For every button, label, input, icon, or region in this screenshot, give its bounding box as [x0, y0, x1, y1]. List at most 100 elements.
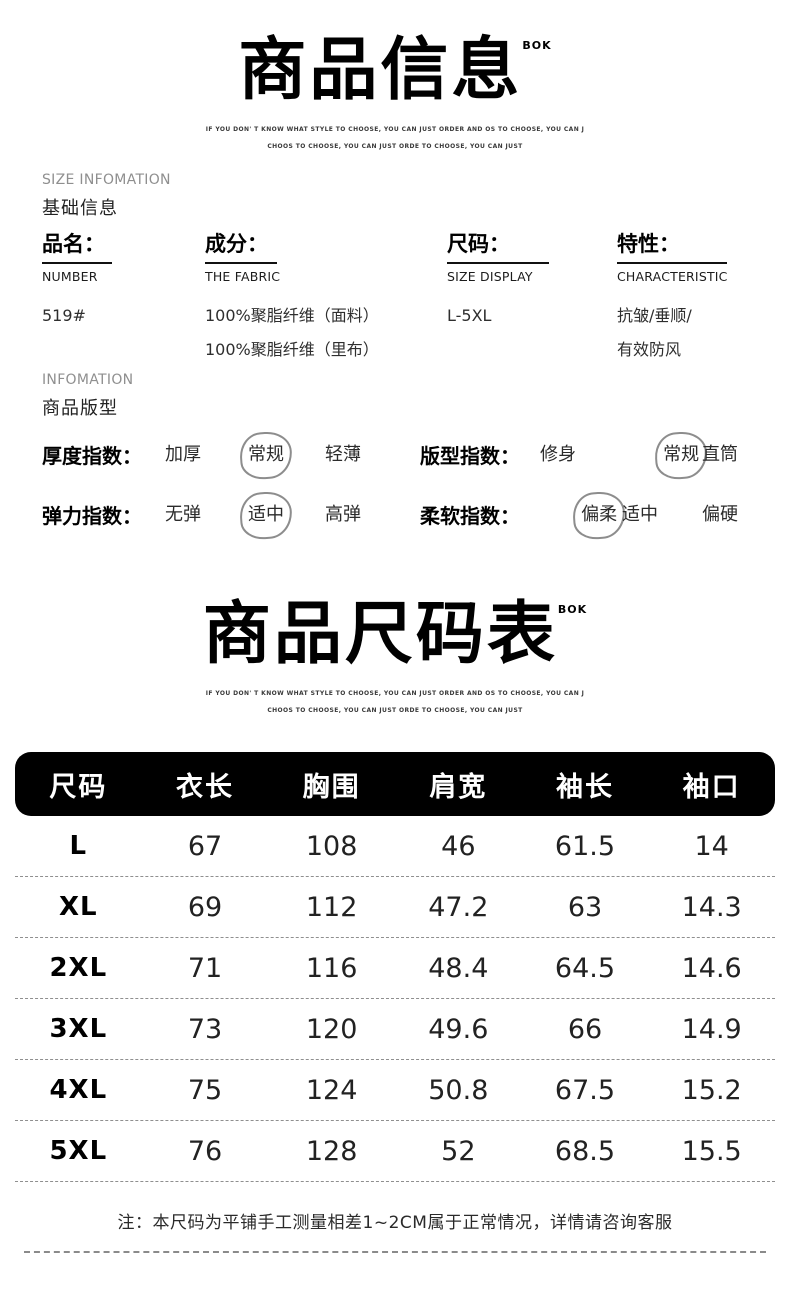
cell-length: 67: [187, 830, 223, 862]
table-row: 5XL 76 128 52 68.5 15.5: [15, 1121, 775, 1182]
cell-bust: 120: [305, 1013, 358, 1045]
size-chart-title: 商品尺码表: [202, 595, 558, 674]
cell-size: 2XL: [49, 953, 108, 983]
cell-sleeve: 61.5: [554, 830, 616, 862]
table-row: L 67 108 46 61.5 14: [15, 816, 775, 877]
cell-length: 69: [187, 891, 223, 923]
field-product-name: 品名： NUMBER 519#: [42, 228, 112, 333]
size-table: 尺码 衣长 胸围 肩宽 袖长 袖口 L 67 108 46 61.5 14 XL…: [15, 752, 775, 1182]
cell-cuff: 15.5: [681, 1135, 742, 1167]
field-label-en: THE FABRIC: [205, 269, 281, 284]
col-header-sleeve: 袖长: [555, 771, 614, 803]
field-fabric: 成分： THE FABRIC 100%聚脂纤维（面料） 100%聚脂纤维（里布）: [205, 228, 379, 367]
col-header-shoulder: 肩宽: [429, 771, 488, 803]
basic-info-label-en: SIZE INFOMATION: [42, 172, 171, 188]
cell-shoulder: 50.8: [428, 1074, 489, 1106]
cell-size: 5XL: [49, 1136, 108, 1166]
basic-info-fields: 品名： NUMBER 519# 成分： THE FABRIC 100%聚脂纤维（…: [0, 228, 790, 388]
cell-shoulder: 48.4: [428, 952, 489, 984]
cell-shoulder: 47.2: [428, 891, 489, 923]
option-soft-selected: 偏柔: [571, 490, 627, 541]
cell-sleeve: 63: [567, 891, 603, 923]
cell-bust: 124: [305, 1074, 358, 1106]
cell-shoulder: 46: [441, 830, 476, 862]
field-label-zh: 特性：: [617, 228, 727, 264]
option-straight: 直筒: [702, 444, 738, 465]
index-row-thickness-fit: 厚度指数： 加厚 常规 轻薄 版型指数： 修身 常规 直筒: [0, 430, 790, 481]
field-size-range: 尺码： SIZE DISPLAY L-5XL: [447, 228, 549, 333]
product-info-header: 商品信息BOK IF YOU DON' T KNOW WHAT STYLE TO…: [0, 31, 790, 155]
option-medium-stretch-selected: 适中: [238, 490, 294, 541]
field-value: 抗皱/垂顺/: [617, 306, 692, 325]
field-value: 有效防风: [617, 340, 682, 359]
option-slim: 修身: [540, 444, 576, 465]
cell-size: L: [69, 831, 88, 861]
option-high-stretch: 高弹: [325, 504, 361, 525]
field-value: 100%聚脂纤维（面料）: [205, 306, 379, 325]
option-thin: 轻薄: [325, 444, 361, 465]
col-header-length: 衣长: [175, 771, 234, 803]
cell-size: XL: [59, 892, 98, 922]
bottom-divider: [24, 1251, 766, 1253]
option-no-stretch: 无弹: [165, 504, 201, 525]
size-table-header: 尺码 衣长 胸围 肩宽 袖长 袖口: [15, 752, 775, 816]
col-header-size: 尺码: [49, 771, 108, 803]
field-value: 519#: [42, 306, 86, 325]
shape-info-label-en: INFOMATION: [42, 372, 134, 388]
table-row: XL 69 112 47.2 63 14.3: [15, 877, 775, 938]
field-label-en: CHARACTERISTIC: [617, 269, 728, 284]
field-characteristic: 特性： CHARACTERISTIC 抗皱/垂顺/ 有效防风: [617, 228, 728, 367]
col-header-cuff: 袖口: [682, 771, 741, 803]
header-tagline: IF YOU DON' T KNOW WHAT STYLE TO CHOOSE,…: [0, 121, 790, 155]
cell-length: 73: [187, 1013, 223, 1045]
title-superscript: BOK: [522, 39, 552, 52]
field-label-en: NUMBER: [42, 269, 98, 284]
title-superscript: BOK: [557, 603, 588, 616]
cell-sleeve: 68.5: [554, 1135, 616, 1167]
tagline-line-1: IF YOU DON' T KNOW WHAT STYLE TO CHOOSE,…: [205, 125, 585, 133]
field-label-en: SIZE DISPLAY: [447, 269, 533, 284]
softness-index-label: 柔软指数：: [420, 504, 520, 528]
cell-cuff: 14.9: [681, 1013, 742, 1045]
option-regular-selected: 常规: [238, 430, 294, 481]
option-regular-fit-selected: 常规: [653, 430, 709, 481]
cell-bust: 112: [305, 891, 358, 923]
thickness-index-label: 厚度指数：: [42, 444, 142, 468]
field-label-zh: 成分：: [205, 228, 277, 264]
cell-length: 76: [187, 1135, 223, 1167]
cell-cuff: 14.6: [681, 952, 742, 984]
table-row: 2XL 71 116 48.4 64.5 14.6: [15, 938, 775, 999]
index-row-stretch-softness: 弹力指数： 无弹 适中 高弹 柔软指数： 偏柔 适中 偏硬: [0, 490, 790, 541]
shape-info-label-zh: 商品版型: [42, 398, 118, 419]
header-tagline: IF YOU DON' T KNOW WHAT STYLE TO CHOOSE,…: [0, 685, 790, 719]
cell-cuff: 15.2: [681, 1074, 742, 1106]
cell-size: 4XL: [49, 1075, 108, 1105]
cell-length: 71: [187, 952, 223, 984]
page-title: 商品信息: [238, 31, 523, 110]
measurement-note: 注：本尺码为平铺手工测量相差1~2CM属于正常情况，详情请咨询客服: [117, 1213, 673, 1233]
cell-length: 75: [187, 1074, 223, 1106]
cell-shoulder: 49.6: [428, 1013, 489, 1045]
size-chart-header: 商品尺码表BOK IF YOU DON' T KNOW WHAT STYLE T…: [0, 595, 790, 719]
cell-size: 3XL: [49, 1014, 108, 1044]
cell-sleeve: 67.5: [554, 1074, 616, 1106]
cell-cuff: 14: [694, 830, 729, 862]
field-value: 100%聚脂纤维（里布）: [205, 340, 379, 359]
option-medium-soft: 适中: [622, 504, 658, 525]
cell-bust: 108: [305, 830, 358, 862]
basic-info-label-zh: 基础信息: [42, 198, 118, 219]
cell-sleeve: 66: [567, 1013, 603, 1045]
field-label-zh: 品名：: [42, 228, 112, 264]
tagline-line-1: IF YOU DON' T KNOW WHAT STYLE TO CHOOSE,…: [205, 689, 585, 697]
option-thick: 加厚: [165, 444, 201, 465]
cell-cuff: 14.3: [681, 891, 742, 923]
table-row: 3XL 73 120 49.6 66 14.9: [15, 999, 775, 1060]
field-value: L-5XL: [447, 306, 492, 325]
table-row: 4XL 75 124 50.8 67.5 15.2: [15, 1060, 775, 1121]
cell-sleeve: 64.5: [554, 952, 616, 984]
cell-bust: 116: [305, 952, 358, 984]
fit-index-label: 版型指数：: [420, 444, 520, 468]
tagline-line-2: CHOOS TO CHOOSE, YOU CAN JUST ORDE TO CH…: [267, 706, 523, 714]
option-hard: 偏硬: [702, 504, 738, 525]
